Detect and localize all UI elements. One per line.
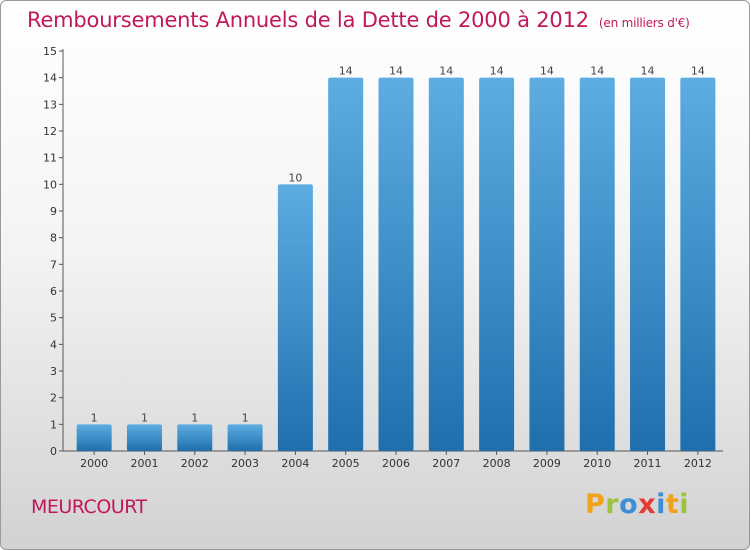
x-tick-label: 2007: [432, 457, 460, 470]
y-tick-label: 2: [50, 392, 57, 405]
x-tick-label: 2006: [382, 457, 410, 470]
bar: [630, 77, 666, 452]
bar: [529, 77, 565, 452]
bar-value-label: 10: [288, 171, 302, 184]
bar: [579, 77, 615, 452]
x-tick-label: 2001: [130, 457, 158, 470]
y-tick-label: 10: [43, 178, 57, 191]
y-tick-label: 13: [43, 98, 57, 111]
bar: [76, 424, 112, 451]
x-tick-label: 2009: [533, 457, 561, 470]
x-tick-label: 2000: [80, 457, 108, 470]
bar: [680, 77, 716, 452]
bar-value-label: 1: [91, 411, 98, 424]
bar-value-label: 14: [339, 65, 353, 78]
x-tick-label: 2011: [634, 457, 662, 470]
y-tick-label: 5: [50, 312, 57, 325]
bar: [177, 424, 213, 451]
bar-value-label: 14: [490, 65, 504, 78]
bar-value-label: 14: [590, 65, 604, 78]
x-tick-label: 2012: [684, 457, 712, 470]
bar: [428, 77, 464, 452]
y-tick-label: 12: [43, 125, 57, 138]
bar-value-label: 1: [191, 411, 198, 424]
y-tick-label: 11: [43, 152, 57, 165]
y-tick-label: 4: [50, 338, 57, 351]
bar: [479, 77, 515, 452]
x-tick-label: 2002: [181, 457, 209, 470]
y-tick-label: 14: [43, 72, 57, 85]
y-tick-label: 15: [43, 45, 57, 58]
bar: [378, 77, 414, 452]
y-tick-label: 6: [50, 285, 57, 298]
chart-title-text: Remboursements Annuels de la Dette de 20…: [27, 8, 589, 32]
x-tick-label: 2004: [281, 457, 309, 470]
chart-subtitle: (en milliers d'€): [598, 16, 690, 30]
bar-value-label: 14: [641, 65, 655, 78]
x-tick-label: 2005: [332, 457, 360, 470]
bar-value-label: 1: [141, 411, 148, 424]
bar-value-label: 14: [439, 65, 453, 78]
bar-value-label: 1: [242, 411, 249, 424]
bar: [277, 184, 313, 452]
city-name: MEURCOURT: [31, 496, 147, 518]
y-tick-label: 8: [50, 232, 57, 245]
y-tick-label: 7: [50, 258, 57, 271]
bar-value-label: 14: [691, 65, 705, 78]
x-tick-label: 2003: [231, 457, 259, 470]
x-tick-label: 2008: [483, 457, 511, 470]
proxiti-logo: Proxiti: [585, 489, 690, 520]
y-tick-label: 9: [50, 205, 57, 218]
bar: [328, 77, 364, 452]
bar-value-label: 14: [540, 65, 554, 78]
chart-title: Remboursements Annuels de la Dette de 20…: [27, 8, 690, 32]
y-tick-label: 3: [50, 365, 57, 378]
x-tick-label: 2010: [583, 457, 611, 470]
bar-value-label: 14: [389, 65, 403, 78]
y-tick-label: 0: [50, 445, 57, 458]
bar: [227, 424, 263, 451]
bar: [126, 424, 162, 451]
y-tick-label: 1: [50, 418, 57, 431]
